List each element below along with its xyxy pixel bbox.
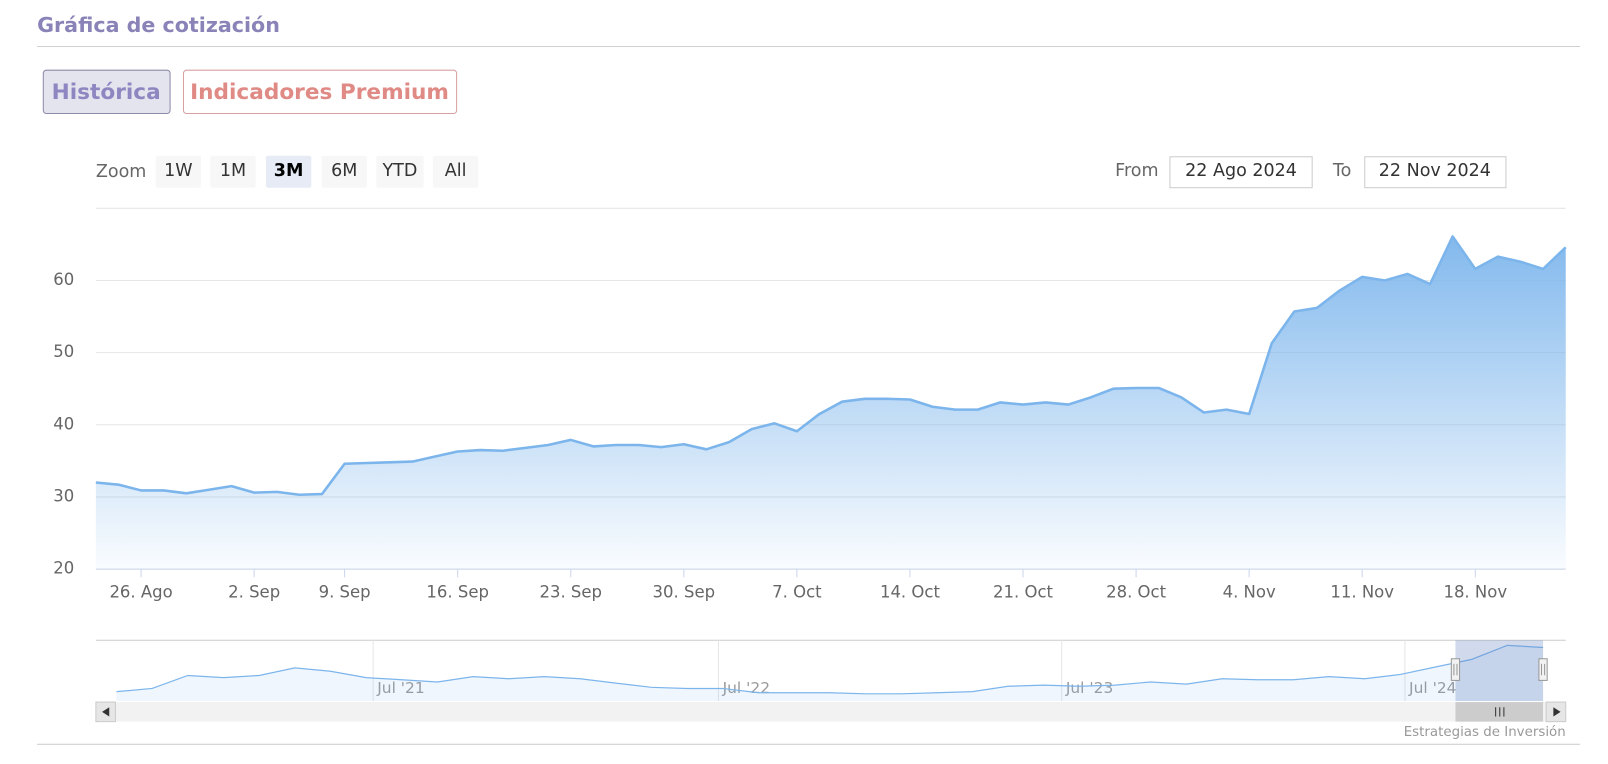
tab-historica[interactable] (42, 69, 171, 114)
x-tick-label: 18. Nov (1443, 582, 1507, 601)
x-tick-label: 28. Oct (1106, 582, 1166, 601)
tab-label[interactable]: Indicadores Premium (190, 80, 449, 105)
to-label: To (1332, 161, 1351, 181)
x-tick-label: 14. Oct (880, 582, 940, 601)
y-tick-label: 60 (53, 270, 74, 289)
zoom-button[interactable] (376, 155, 424, 188)
x-tick-label: 23. Sep (539, 582, 602, 601)
zoom-button-label[interactable]: YTD (381, 161, 417, 181)
to-input[interactable] (1364, 156, 1507, 189)
x-tick-label: 16. Sep (426, 582, 489, 601)
zoom-button-label[interactable]: 3M (274, 161, 304, 181)
scrollbar-track[interactable] (95, 702, 1566, 722)
x-tick-label: 30. Sep (653, 582, 716, 601)
navigator-label: Jul '21 (376, 679, 424, 697)
navigator-handle[interactable] (1538, 658, 1548, 681)
zoom-button[interactable] (432, 155, 479, 188)
zoom-button[interactable] (265, 155, 312, 188)
from-input[interactable] (1169, 156, 1313, 189)
credit: Estrategias de Inversión (1404, 724, 1566, 740)
navigator-handle-grip (1540, 663, 1546, 676)
x-tick-label: 4. Nov (1223, 582, 1276, 601)
navigator-handle-grip (1453, 663, 1458, 676)
x-tick-label: 26. Ago (109, 582, 172, 601)
zoom-button-label[interactable]: 1M (220, 161, 246, 181)
navigator-label: Jul '23 (1065, 679, 1113, 697)
y-tick-label: 20 (53, 559, 74, 578)
x-tick-label: 2. Sep (228, 582, 280, 601)
y-tick-label: 50 (53, 342, 74, 361)
price-line (95, 235, 1567, 497)
y-tick-label: 40 (53, 414, 74, 433)
x-tick-label: 21. Oct (993, 582, 1053, 601)
to-value[interactable]: 22 Nov 2024 (1379, 161, 1491, 181)
section-title: Gráfica de cotización (37, 13, 280, 37)
scrollbar-grip (1495, 707, 1505, 717)
zoom-button-label[interactable]: 6M (331, 161, 357, 181)
tab-premium[interactable] (182, 69, 458, 114)
zoom-button[interactable] (210, 155, 256, 188)
x-tick-label: 11. Nov (1330, 582, 1394, 601)
zoom-button-label[interactable]: 1W (164, 161, 192, 181)
scroll-right-arrow (1553, 707, 1561, 717)
navigator-line (116, 644, 1544, 695)
zoom-button-label[interactable]: All (445, 161, 467, 181)
x-tick-label: 7. Oct (772, 582, 822, 601)
zoom-button[interactable] (321, 155, 367, 188)
navigator-area (116, 645, 1544, 702)
navigator-selection[interactable] (1455, 640, 1544, 702)
navigator-handle[interactable] (1450, 658, 1461, 681)
y-tick-label: 30 (53, 486, 74, 505)
from-label: From (1115, 161, 1158, 181)
navigator-label: Jul '24 (1408, 679, 1456, 697)
zoom-button[interactable] (155, 155, 201, 188)
x-tick-label: 9. Sep (319, 582, 371, 601)
tab-label[interactable]: Histórica (52, 80, 161, 105)
from-value[interactable]: 22 Ago 2024 (1185, 161, 1297, 181)
area-fill (95, 236, 1566, 570)
scroll-left-arrow (102, 707, 110, 717)
zoom-label: Zoom (96, 162, 147, 182)
